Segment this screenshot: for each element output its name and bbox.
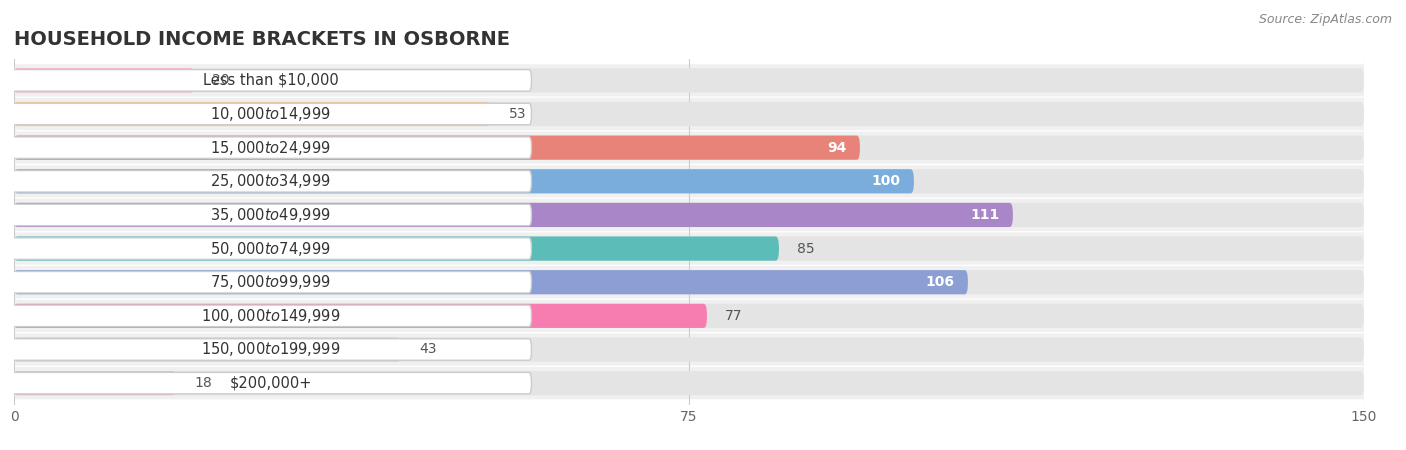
Text: 94: 94: [827, 141, 846, 155]
Text: 53: 53: [509, 107, 526, 121]
Text: 111: 111: [970, 208, 1000, 222]
FancyBboxPatch shape: [10, 137, 531, 158]
FancyBboxPatch shape: [14, 169, 914, 194]
FancyBboxPatch shape: [14, 102, 491, 126]
FancyBboxPatch shape: [14, 338, 401, 362]
FancyBboxPatch shape: [10, 204, 531, 226]
FancyBboxPatch shape: [14, 333, 1364, 366]
FancyBboxPatch shape: [10, 339, 531, 360]
Text: 100: 100: [872, 174, 900, 188]
Text: 106: 106: [925, 275, 955, 289]
FancyBboxPatch shape: [14, 266, 1364, 298]
FancyBboxPatch shape: [14, 135, 1364, 160]
Text: $100,000 to $149,999: $100,000 to $149,999: [201, 307, 340, 325]
FancyBboxPatch shape: [14, 68, 194, 93]
Text: $200,000+: $200,000+: [229, 376, 312, 391]
FancyBboxPatch shape: [10, 103, 531, 125]
Text: $150,000 to $199,999: $150,000 to $199,999: [201, 341, 340, 359]
FancyBboxPatch shape: [10, 171, 531, 192]
FancyBboxPatch shape: [14, 203, 1012, 227]
FancyBboxPatch shape: [14, 64, 1364, 96]
FancyBboxPatch shape: [14, 165, 1364, 198]
Text: 20: 20: [212, 73, 229, 87]
Text: $15,000 to $24,999: $15,000 to $24,999: [209, 139, 330, 157]
FancyBboxPatch shape: [14, 203, 1364, 227]
FancyBboxPatch shape: [10, 305, 531, 327]
Text: $50,000 to $74,999: $50,000 to $74,999: [209, 239, 330, 257]
FancyBboxPatch shape: [14, 236, 1364, 261]
FancyBboxPatch shape: [14, 270, 967, 294]
FancyBboxPatch shape: [10, 238, 531, 259]
FancyBboxPatch shape: [14, 371, 176, 395]
Text: $25,000 to $34,999: $25,000 to $34,999: [209, 172, 330, 190]
Text: 18: 18: [194, 376, 212, 390]
FancyBboxPatch shape: [14, 232, 1364, 265]
FancyBboxPatch shape: [14, 270, 1364, 294]
FancyBboxPatch shape: [10, 271, 531, 293]
Text: $35,000 to $49,999: $35,000 to $49,999: [209, 206, 330, 224]
Text: 43: 43: [419, 342, 436, 356]
FancyBboxPatch shape: [14, 304, 707, 328]
FancyBboxPatch shape: [14, 300, 1364, 332]
Text: HOUSEHOLD INCOME BRACKETS IN OSBORNE: HOUSEHOLD INCOME BRACKETS IN OSBORNE: [14, 30, 510, 49]
FancyBboxPatch shape: [10, 372, 531, 394]
Text: Less than $10,000: Less than $10,000: [202, 73, 339, 88]
Text: 85: 85: [797, 242, 814, 256]
FancyBboxPatch shape: [14, 371, 1364, 395]
FancyBboxPatch shape: [14, 236, 779, 261]
FancyBboxPatch shape: [10, 70, 531, 91]
FancyBboxPatch shape: [14, 338, 1364, 362]
Text: 77: 77: [725, 309, 742, 323]
FancyBboxPatch shape: [14, 68, 1364, 93]
FancyBboxPatch shape: [14, 102, 1364, 126]
Text: Source: ZipAtlas.com: Source: ZipAtlas.com: [1258, 14, 1392, 27]
FancyBboxPatch shape: [14, 199, 1364, 231]
FancyBboxPatch shape: [14, 367, 1364, 399]
FancyBboxPatch shape: [14, 304, 1364, 328]
FancyBboxPatch shape: [14, 131, 1364, 164]
FancyBboxPatch shape: [14, 98, 1364, 130]
Text: $10,000 to $14,999: $10,000 to $14,999: [209, 105, 330, 123]
Text: $75,000 to $99,999: $75,000 to $99,999: [209, 273, 330, 291]
FancyBboxPatch shape: [14, 135, 860, 160]
FancyBboxPatch shape: [14, 169, 1364, 194]
